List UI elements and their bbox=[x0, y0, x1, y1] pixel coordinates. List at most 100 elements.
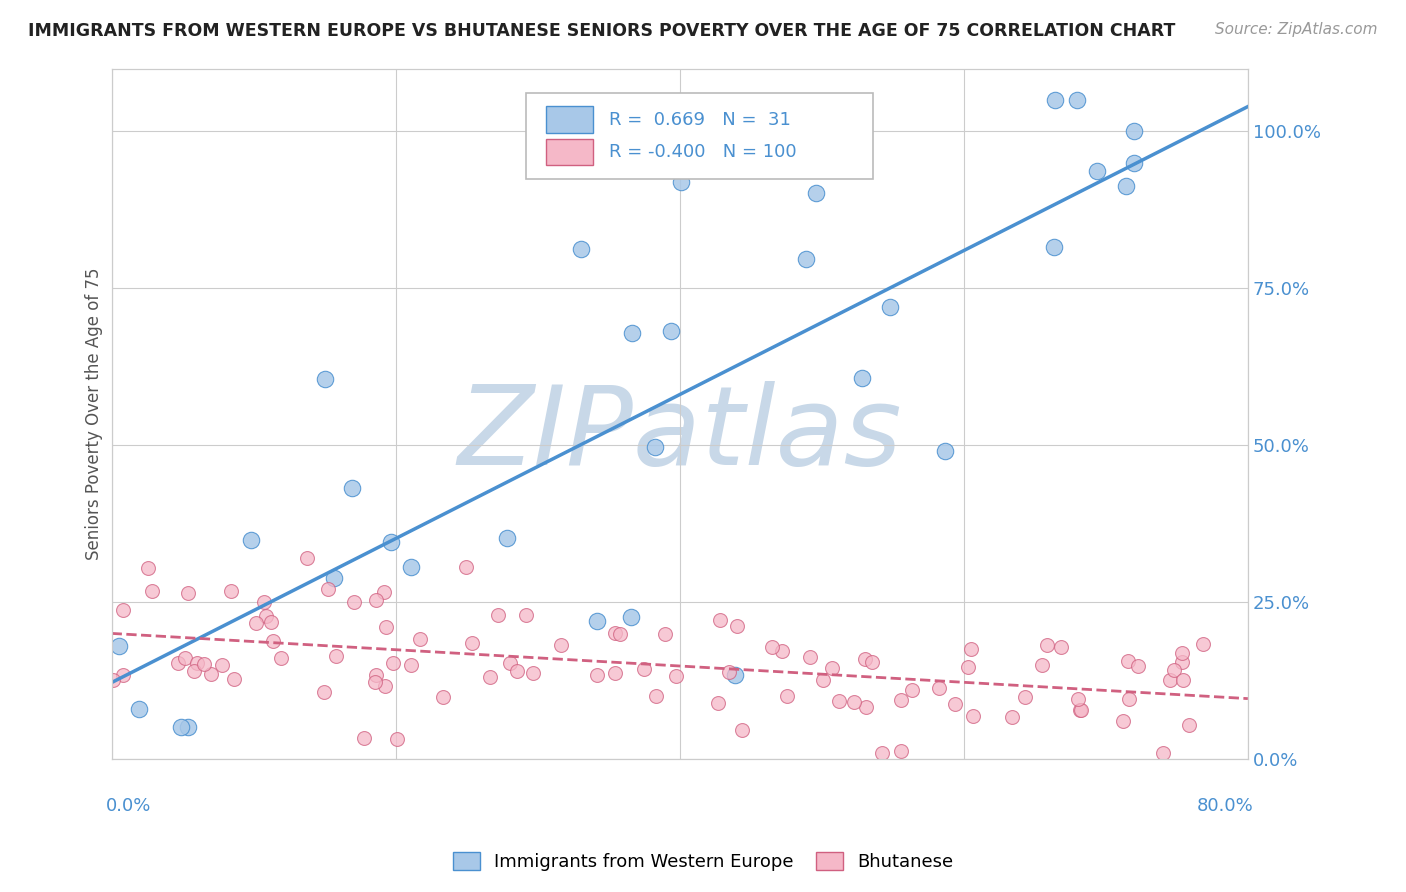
Point bbox=[461, 636, 484, 650]
Point bbox=[380, 534, 402, 549]
Point bbox=[620, 326, 643, 341]
Point bbox=[644, 440, 666, 454]
FancyBboxPatch shape bbox=[526, 93, 873, 179]
Point bbox=[1123, 124, 1146, 138]
Point bbox=[176, 720, 198, 734]
Point bbox=[515, 607, 537, 622]
Point bbox=[1043, 93, 1066, 107]
Point bbox=[323, 571, 346, 585]
Point bbox=[343, 595, 366, 609]
Point bbox=[314, 685, 336, 699]
Point bbox=[934, 443, 956, 458]
Point bbox=[1170, 655, 1192, 669]
Point bbox=[665, 669, 688, 683]
Point bbox=[193, 657, 215, 671]
Point bbox=[851, 371, 873, 385]
Point bbox=[1123, 155, 1146, 169]
Point bbox=[609, 627, 631, 641]
Text: R = -0.400   N = 100: R = -0.400 N = 100 bbox=[609, 143, 797, 161]
Point bbox=[262, 633, 284, 648]
Point bbox=[1069, 703, 1091, 717]
Point bbox=[890, 693, 912, 707]
Point bbox=[879, 301, 901, 315]
Point bbox=[603, 666, 626, 681]
Point bbox=[761, 640, 783, 655]
Point bbox=[620, 609, 643, 624]
Point bbox=[297, 551, 319, 566]
Point bbox=[270, 651, 292, 665]
FancyBboxPatch shape bbox=[546, 139, 593, 165]
Point bbox=[478, 670, 501, 684]
Point bbox=[456, 560, 478, 574]
Point bbox=[901, 683, 924, 698]
Point bbox=[522, 666, 544, 681]
Point bbox=[1014, 690, 1036, 704]
Point bbox=[401, 559, 423, 574]
Point bbox=[1043, 240, 1066, 254]
Text: Source: ZipAtlas.com: Source: ZipAtlas.com bbox=[1215, 22, 1378, 37]
Point bbox=[860, 656, 883, 670]
Point bbox=[211, 658, 233, 673]
Point bbox=[603, 626, 626, 640]
Point bbox=[222, 672, 245, 686]
Point bbox=[101, 673, 124, 688]
Point bbox=[363, 675, 385, 690]
Point bbox=[253, 595, 276, 609]
Point bbox=[1163, 663, 1185, 677]
Point bbox=[1126, 659, 1149, 673]
Point bbox=[364, 667, 387, 681]
Point bbox=[1115, 178, 1137, 193]
Point bbox=[1118, 691, 1140, 706]
Point bbox=[644, 689, 666, 703]
Point bbox=[177, 586, 200, 600]
Point bbox=[496, 532, 519, 546]
Point bbox=[828, 694, 851, 708]
Point bbox=[799, 649, 821, 664]
Text: ZIPatlas: ZIPatlas bbox=[457, 381, 903, 488]
Point bbox=[138, 560, 160, 574]
Text: R =  0.669   N =  31: R = 0.669 N = 31 bbox=[609, 111, 792, 128]
Point bbox=[374, 679, 396, 693]
Point bbox=[506, 664, 529, 678]
Point bbox=[725, 619, 748, 633]
Point bbox=[1191, 637, 1213, 651]
Point bbox=[586, 614, 609, 628]
Point bbox=[111, 668, 134, 682]
Point bbox=[1178, 718, 1201, 732]
Point bbox=[806, 186, 828, 201]
Point bbox=[731, 723, 754, 737]
Text: IMMIGRANTS FROM WESTERN EUROPE VS BHUTANESE SENIORS POVERTY OVER THE AGE OF 75 C: IMMIGRANTS FROM WESTERN EUROPE VS BHUTAN… bbox=[28, 22, 1175, 40]
Point bbox=[960, 642, 983, 657]
Point bbox=[498, 656, 520, 670]
Point bbox=[794, 252, 817, 267]
Text: 80.0%: 80.0% bbox=[1197, 797, 1254, 814]
Point bbox=[432, 690, 454, 704]
Point bbox=[811, 673, 834, 687]
Legend: Immigrants from Western Europe, Bhutanese: Immigrants from Western Europe, Bhutanes… bbox=[446, 846, 960, 879]
Point bbox=[170, 720, 193, 734]
Point bbox=[569, 243, 592, 257]
Point bbox=[245, 615, 267, 630]
Point bbox=[239, 533, 262, 547]
Point bbox=[314, 372, 336, 386]
Point bbox=[186, 656, 208, 670]
Point bbox=[399, 657, 422, 672]
Point bbox=[381, 656, 404, 670]
Point bbox=[1031, 657, 1053, 672]
Text: 0.0%: 0.0% bbox=[105, 797, 152, 814]
Point bbox=[364, 593, 387, 607]
Point bbox=[956, 660, 979, 674]
Point bbox=[1066, 93, 1088, 107]
Point bbox=[375, 619, 398, 633]
Point bbox=[1159, 673, 1181, 688]
Point bbox=[1152, 746, 1174, 760]
Point bbox=[1001, 710, 1024, 724]
Point bbox=[659, 324, 682, 338]
Point bbox=[1067, 691, 1090, 706]
Point bbox=[962, 709, 984, 723]
Point bbox=[183, 664, 205, 678]
Point bbox=[707, 696, 730, 710]
Y-axis label: Seniors Poverty Over the Age of 75: Seniors Poverty Over the Age of 75 bbox=[86, 268, 103, 560]
Point bbox=[128, 702, 150, 716]
Point bbox=[585, 668, 607, 682]
